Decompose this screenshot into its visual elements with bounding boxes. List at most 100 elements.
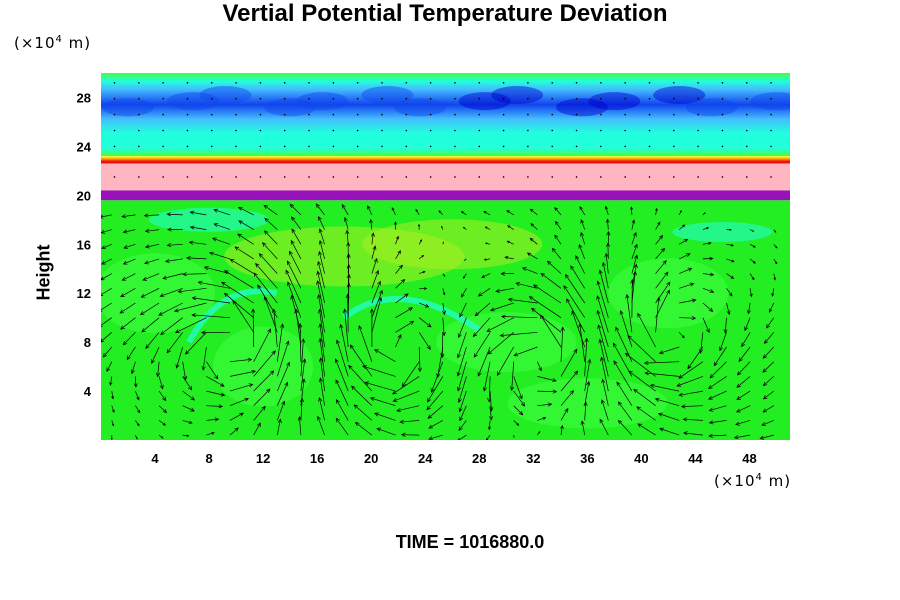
velocity-arrow — [395, 293, 409, 304]
velocity-arrow — [768, 302, 775, 313]
velocity-arrow — [708, 420, 727, 425]
velocity-arrow — [212, 237, 231, 245]
upper-swirl — [653, 86, 706, 105]
velocity-arrow — [457, 317, 467, 339]
velocity-arrow — [749, 273, 755, 281]
velocity-arrow — [464, 258, 467, 261]
vector-dot — [332, 176, 335, 178]
velocity-arrow — [237, 233, 254, 245]
velocity-arrow — [521, 267, 538, 274]
velocity-arrow — [736, 361, 751, 376]
velocity-arrow — [600, 399, 609, 421]
velocity-arrow — [401, 361, 420, 388]
vector-dot — [502, 129, 505, 132]
velocity-arrow — [489, 391, 494, 412]
velocity-arrow — [206, 417, 220, 422]
vector-dot — [454, 176, 456, 178]
vector-dot — [186, 113, 189, 116]
velocity-arrow — [726, 273, 735, 279]
velocity-arrow — [644, 371, 680, 377]
vector-dot — [527, 129, 529, 132]
velocity-arrow — [509, 361, 515, 391]
upper-swirl — [750, 92, 790, 111]
velocity-arrow — [513, 405, 524, 416]
velocity-arrow — [599, 418, 609, 436]
vector-dot — [356, 113, 359, 116]
velocity-arrow — [419, 287, 428, 290]
velocity-arrow — [702, 302, 714, 313]
velocity-arrow — [263, 204, 278, 216]
vector-dot — [332, 113, 335, 116]
vector-dot — [259, 113, 262, 116]
velocity-arrow — [142, 273, 160, 281]
velocity-arrow — [658, 346, 680, 355]
velocity-arrow — [342, 308, 349, 348]
velocity-arrow — [371, 269, 380, 289]
velocity-arrow — [223, 292, 254, 318]
velocity-arrow — [374, 412, 396, 421]
velocity-arrow — [133, 376, 138, 388]
field-patch — [507, 378, 668, 429]
vector-dot — [551, 81, 554, 84]
velocity-arrow — [655, 234, 664, 245]
velocity-arrow — [554, 234, 562, 245]
velocity-arrow — [529, 208, 538, 216]
velocity-arrow — [484, 226, 491, 230]
velocity-arrow — [289, 203, 302, 216]
vector-dot — [283, 81, 286, 84]
velocity-arrow — [229, 397, 250, 407]
velocity-arrow — [334, 358, 349, 392]
vector-field — [101, 203, 778, 440]
velocity-arrow — [679, 282, 695, 289]
velocity-arrow — [616, 381, 633, 406]
velocity-arrow — [580, 420, 586, 436]
velocity-arrow — [438, 210, 444, 216]
velocity-arrow — [459, 405, 467, 422]
vector-dot — [600, 129, 602, 132]
velocity-arrow — [101, 332, 113, 343]
velocity-arrow — [604, 252, 609, 274]
vector-dot — [454, 129, 456, 132]
vector-dot — [259, 97, 262, 100]
velocity-arrow — [726, 243, 734, 247]
velocity-arrow — [101, 258, 112, 265]
velocity-arrow — [537, 389, 558, 394]
vector-dot — [210, 97, 213, 100]
vector-dot — [551, 97, 554, 100]
velocity-arrow — [473, 332, 491, 358]
velocity-arrow — [655, 260, 667, 274]
velocity-arrow — [485, 434, 491, 440]
vector-dot — [673, 81, 675, 84]
velocity-arrow — [276, 418, 282, 436]
velocity-arrow — [317, 415, 325, 436]
vector-dot — [356, 129, 359, 132]
vector-dot — [113, 81, 116, 84]
velocity-arrow — [472, 317, 491, 338]
y-unit-exponent: 4 — [55, 34, 63, 45]
velocity-arrow — [560, 326, 565, 362]
velocity-arrow — [474, 302, 491, 317]
velocity-arrow — [276, 340, 290, 377]
plot-area — [101, 73, 790, 440]
velocity-arrow — [182, 361, 188, 381]
velocity-arrow — [619, 310, 633, 348]
velocity-arrow — [126, 346, 136, 361]
vector-dot — [308, 97, 310, 100]
velocity-arrow — [554, 207, 562, 216]
velocity-arrow — [158, 405, 168, 414]
vector-dot — [235, 81, 237, 84]
velocity-arrow — [101, 302, 112, 312]
vector-dot — [283, 145, 286, 148]
vector-dot — [405, 129, 408, 132]
vector-dot — [381, 97, 383, 100]
velocity-arrow — [460, 211, 467, 216]
vector-dot — [673, 129, 675, 132]
vector-dot — [745, 97, 748, 100]
velocity-arrow — [500, 271, 514, 276]
velocity-arrow — [678, 224, 686, 230]
velocity-arrow — [166, 212, 183, 217]
velocity-arrow — [560, 390, 575, 406]
velocity-arrow — [679, 253, 691, 260]
velocity-arrow — [395, 333, 402, 348]
velocity-arrow — [762, 405, 774, 413]
